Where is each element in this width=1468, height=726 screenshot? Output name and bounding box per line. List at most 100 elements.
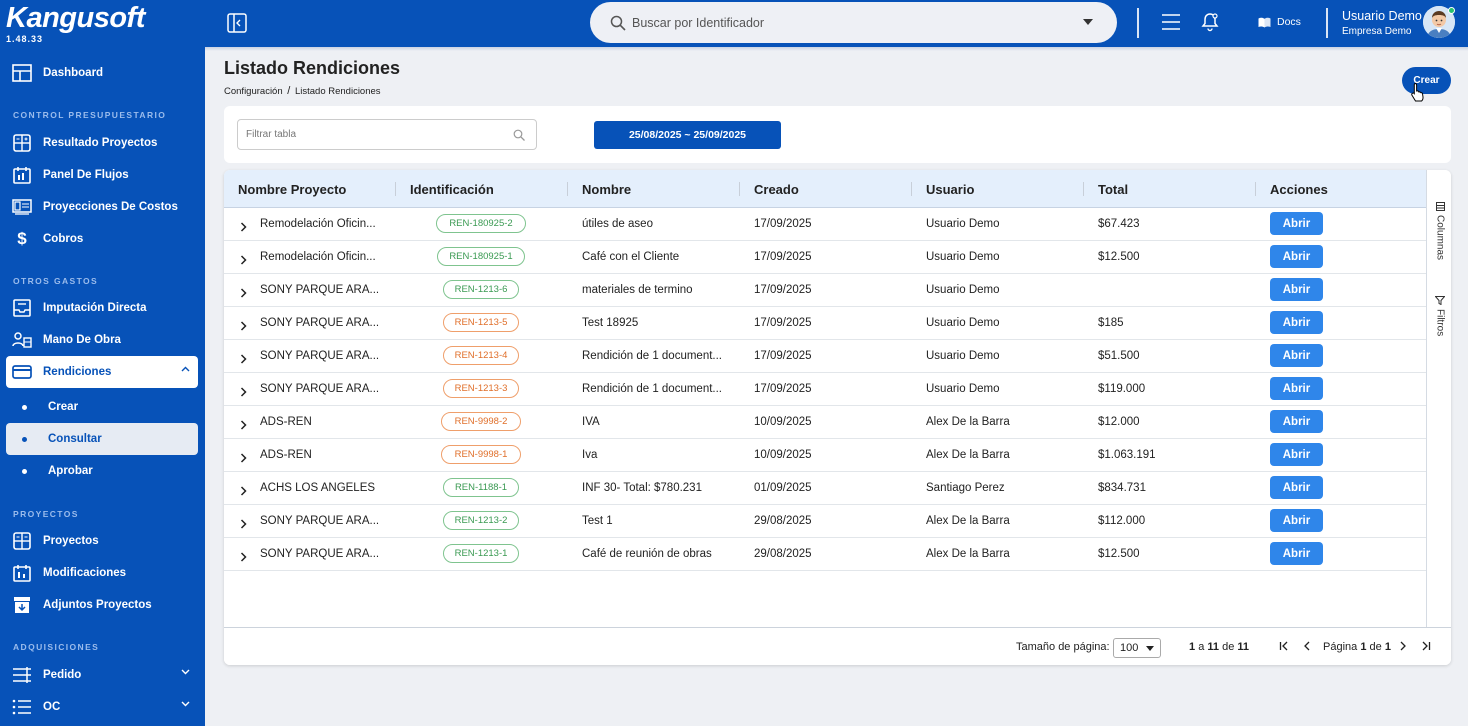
previous-page-icon[interactable]	[1303, 641, 1312, 651]
divider	[1326, 8, 1328, 38]
column-header-usuario[interactable]: Usuario	[926, 181, 975, 197]
sidebar-item-adjuntos-proyectos[interactable]: Adjuntos Proyectos	[6, 589, 198, 621]
notification-bell-icon[interactable]	[1201, 12, 1219, 32]
chevron-right-icon[interactable]	[240, 486, 247, 496]
sidebar-item-resultado-proyectos[interactable]: Resultado Proyectos	[6, 127, 198, 159]
column-resize-handle[interactable]	[911, 182, 912, 196]
table-row[interactable]: Remodelación Oficin... REN-180925-1 Café c…	[224, 241, 1426, 274]
cell-nombre: Café con el Cliente	[582, 251, 680, 263]
sidebar-item-panel-flujos[interactable]: Panel De Flujos	[6, 159, 198, 191]
cell-total: $67.423	[1098, 218, 1140, 230]
table-row[interactable]: ADS-REN REN-9998-2 IVA 10/09/2025 Alex De la…	[224, 406, 1426, 439]
chevron-right-icon[interactable]	[240, 552, 247, 562]
avatar[interactable]	[1423, 6, 1455, 38]
sidebar-subitem-consultar[interactable]: Consultar	[6, 423, 198, 455]
open-button[interactable]: Abrir	[1270, 410, 1323, 433]
breadcrumb-parent[interactable]: Configuración	[224, 86, 283, 97]
sidebar-item-mano-obra[interactable]: Mano De Obra	[6, 324, 198, 356]
sidebar-item-cobros[interactable]: $ Cobros	[6, 223, 198, 255]
chevron-right-icon[interactable]	[240, 321, 247, 331]
app-logo[interactable]: Kangusoft	[6, 2, 145, 34]
inbox-icon	[12, 298, 32, 318]
sidebar-item-proyectos[interactable]: Proyectos	[6, 525, 198, 557]
hand-cursor-icon	[1410, 82, 1426, 102]
table-row[interactable]: SONY PARQUE ARA... REN-1213-6 materiales d…	[224, 274, 1426, 307]
chevron-right-icon[interactable]	[240, 288, 247, 298]
table-row[interactable]: SONY PARQUE ARA... REN-1213-1 Café de reun…	[224, 538, 1426, 571]
breadcrumb-current: Listado Rendiciones	[294, 86, 381, 97]
cell-total: $112.000	[1098, 515, 1146, 527]
table-row[interactable]: Remodelación Oficin... REN-180925-2 útiles…	[224, 208, 1426, 241]
table-row[interactable]: ACHS LOS ANGELES REN-1188-1 INF 30- Total:…	[224, 472, 1426, 505]
open-button[interactable]: Abrir	[1270, 377, 1323, 400]
sidebar-item-modificaciones[interactable]: Modificaciones	[6, 557, 198, 589]
cell-creado: 29/08/2025	[754, 548, 812, 560]
table-row[interactable]: SONY PARQUE ARA... REN-1213-4 Rendición de…	[224, 340, 1426, 373]
column-header-nombre[interactable]: Nombre	[582, 181, 632, 197]
open-button[interactable]: Abrir	[1270, 542, 1323, 565]
table-row[interactable]: ADS-REN REN-9998-1 Iva 10/09/2025 Alex De la…	[224, 439, 1426, 472]
column-resize-handle[interactable]	[1083, 182, 1084, 196]
column-resize-handle[interactable]	[1255, 182, 1256, 196]
open-button[interactable]: Abrir	[1270, 476, 1323, 499]
archive-icon	[12, 595, 32, 615]
table-filter-input[interactable]: Filtrar tabla	[237, 119, 537, 150]
docs-link[interactable]: Docs	[1258, 16, 1301, 28]
list-icon	[12, 665, 32, 685]
chevron-right-icon[interactable]	[240, 354, 247, 364]
column-resize-handle[interactable]	[739, 182, 740, 196]
column-resize-handle[interactable]	[395, 182, 396, 196]
create-button[interactable]: Crear	[1402, 67, 1451, 94]
date-range-picker[interactable]: 25/08/2025 ~ 25/09/2025	[594, 121, 781, 149]
range-a: a	[1198, 641, 1205, 653]
chevron-right-icon[interactable]	[240, 255, 247, 265]
open-button[interactable]: Abrir	[1270, 278, 1323, 301]
sidebar-item-proyecciones-costos[interactable]: Proyecciones De Costos	[6, 191, 198, 223]
last-page-icon[interactable]	[1420, 641, 1431, 651]
sidebar-toggle-icon[interactable]	[227, 13, 247, 33]
tool-panel-sidebar: Columnas Filtros	[1426, 170, 1451, 627]
hamburger-menu-icon[interactable]	[1162, 13, 1180, 31]
open-button[interactable]: Abrir	[1270, 509, 1323, 532]
column-header-identificacion[interactable]: Identificación	[410, 181, 494, 197]
chevron-right-icon[interactable]	[240, 519, 247, 529]
cell-nombre: INF 30- Total: $780.231	[582, 482, 702, 494]
sidebar-item-rendiciones[interactable]: Rendiciones	[6, 356, 198, 388]
sidebar-subitem-crear[interactable]: Crear	[6, 391, 198, 423]
sidebar-item-imputacion-directa[interactable]: Imputación Directa	[6, 292, 198, 324]
chevron-right-icon[interactable]	[240, 453, 247, 463]
chevron-right-icon[interactable]	[240, 420, 247, 430]
open-button[interactable]: Abrir	[1270, 311, 1323, 334]
chevron-right-icon[interactable]	[240, 387, 247, 397]
filters-tab[interactable]: Filtros	[1430, 296, 1450, 336]
column-header-nombre-proyecto[interactable]: Nombre Proyecto	[238, 181, 347, 197]
cell-proyecto: SONY PARQUE ARA...	[260, 284, 380, 296]
open-button[interactable]: Abrir	[1270, 245, 1323, 268]
calculator-icon	[12, 531, 32, 551]
rendiciones-table: Nombre Proyecto Identificación Nombre Cr…	[224, 170, 1451, 665]
sidebar-item-oc[interactable]: OC	[6, 691, 198, 723]
cell-nombre: útiles de aseo	[582, 218, 653, 230]
sidebar-item-pedido[interactable]: Pedido	[6, 659, 198, 691]
page-size-select[interactable]: 100	[1113, 638, 1161, 658]
column-header-total[interactable]: Total	[1098, 181, 1129, 197]
table-row[interactable]: SONY PARQUE ARA... REN-1213-5 Test 18925 17…	[224, 307, 1426, 340]
sidebar-item-dashboard[interactable]: Dashboard	[6, 57, 198, 89]
open-button[interactable]: Abrir	[1270, 344, 1323, 367]
column-header-creado[interactable]: Creado	[754, 181, 799, 197]
identifier-search[interactable]: Buscar por Identificador	[590, 2, 1117, 43]
sidebar-subitem-aprobar[interactable]: Aprobar	[6, 455, 198, 487]
caret-down-icon[interactable]	[1083, 19, 1093, 25]
table-row[interactable]: SONY PARQUE ARA... REN-1213-3 Rendición de…	[224, 373, 1426, 406]
open-button[interactable]: Abrir	[1270, 212, 1323, 235]
next-page-icon[interactable]	[1398, 641, 1407, 651]
chevron-right-icon[interactable]	[240, 222, 247, 232]
column-resize-handle[interactable]	[567, 182, 568, 196]
section-otros-gastos: OTROS GASTOS	[13, 276, 99, 286]
filter-funnel-icon	[1435, 296, 1445, 305]
first-page-icon[interactable]	[1279, 641, 1290, 651]
table-row[interactable]: SONY PARQUE ARA... REN-1213-2 Test 1 29/08/…	[224, 505, 1426, 538]
user-name[interactable]: Usuario Demo	[1342, 9, 1422, 23]
open-button[interactable]: Abrir	[1270, 443, 1323, 466]
columns-tab[interactable]: Columnas	[1430, 202, 1450, 260]
